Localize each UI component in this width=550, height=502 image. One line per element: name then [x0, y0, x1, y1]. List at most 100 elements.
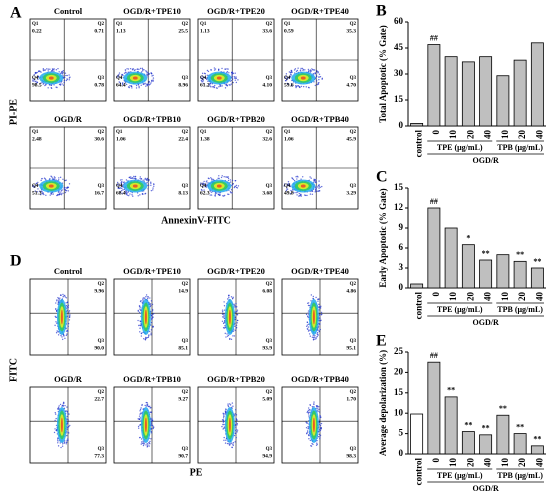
event-dot: [142, 179, 144, 181]
event-dot: [120, 189, 123, 192]
quadrant-value: 0.71: [94, 28, 104, 34]
event-dot: [66, 406, 68, 408]
event-dot: [143, 338, 145, 340]
x-tick-label: control: [414, 292, 424, 320]
bar: [479, 434, 493, 455]
x-tick-label: 10: [448, 292, 458, 302]
quadrant-value: 95.1: [346, 345, 356, 351]
event-dot: [118, 183, 120, 185]
event-dot: [221, 320, 224, 322]
event-dot: [127, 71, 129, 73]
event-dot: [129, 193, 131, 195]
event-dot: [296, 175, 298, 178]
event-dot: [318, 303, 320, 306]
event-dot: [133, 177, 135, 180]
event-dot: [202, 183, 204, 185]
event-dot: [222, 417, 225, 419]
event-dot: [116, 76, 118, 78]
event-dot: [57, 296, 59, 299]
event-dot: [295, 70, 298, 73]
y-tick-label: 15: [394, 94, 404, 104]
event-dot: [122, 181, 125, 184]
event-dot: [136, 192, 139, 194]
y-axis-label: Average depolarization (%): [378, 350, 388, 456]
event-dot: [36, 81, 39, 84]
y-tick-label: 9: [399, 222, 404, 232]
event-dot: [41, 178, 43, 180]
panel-title: OGD/R+TPB40: [291, 374, 349, 384]
event-dot: [318, 180, 320, 182]
event-dot: [307, 304, 310, 307]
event-dot: [285, 75, 287, 78]
quadrant-value: 45.9: [346, 136, 356, 142]
density-core: [48, 184, 54, 188]
quadrant-name: Q3: [98, 447, 105, 452]
event-dot: [207, 80, 209, 82]
event-dot: [124, 69, 127, 71]
significance: ##: [430, 351, 438, 360]
axis-label: FITC: [8, 358, 19, 382]
event-dot: [67, 421, 69, 424]
event-dot: [132, 195, 134, 197]
panel-title: OGD/R+TPE20: [207, 6, 265, 16]
event-dot: [236, 424, 238, 426]
event-dot: [223, 439, 225, 442]
quadrant-name: Q3: [98, 339, 105, 344]
event-dot: [300, 85, 303, 88]
event-dot: [151, 303, 154, 306]
event-dot: [137, 319, 139, 322]
event-dot: [138, 311, 141, 314]
event-dot: [307, 68, 310, 71]
event-dot: [65, 443, 67, 445]
event-dot: [319, 434, 322, 437]
event-dot: [313, 178, 315, 180]
event-dot: [236, 322, 238, 324]
event-dot: [311, 336, 314, 338]
event-dot: [63, 402, 65, 404]
event-dot: [318, 78, 320, 81]
event-dot: [228, 72, 230, 74]
event-dot: [38, 184, 40, 186]
event-dot: [121, 185, 123, 188]
event-dot: [149, 297, 151, 299]
significance: *: [466, 233, 470, 242]
event-dot: [63, 442, 65, 444]
event-dot: [138, 87, 140, 89]
event-dot: [55, 424, 58, 427]
panel-title: OGD/R+TPE10: [123, 6, 181, 16]
event-dot: [304, 194, 306, 196]
event-dot: [224, 321, 226, 324]
group-label: TPB (μg/mL): [497, 471, 543, 480]
event-dot: [226, 83, 228, 85]
event-dot: [208, 83, 211, 85]
event-dot: [309, 404, 312, 406]
event-dot: [34, 190, 37, 192]
event-dot: [147, 72, 149, 74]
quadrant-name: Q3: [266, 184, 273, 189]
event-dot: [150, 181, 152, 183]
event-dot: [59, 83, 62, 85]
quadrant-name: Q2: [266, 130, 273, 135]
event-dot: [68, 311, 70, 313]
event-dot: [317, 186, 319, 188]
event-dot: [138, 415, 141, 417]
event-dot: [232, 442, 235, 444]
event-dot: [60, 334, 62, 337]
event-dot: [146, 73, 148, 75]
event-dot: [57, 331, 59, 333]
y-tick-label: 5: [399, 428, 404, 438]
event-dot: [140, 443, 143, 445]
event-dot: [227, 404, 229, 407]
event-dot: [147, 336, 150, 339]
y-tick-label: 3: [399, 262, 404, 272]
event-dot: [138, 324, 140, 327]
event-dot: [125, 179, 128, 181]
event-dot: [217, 193, 220, 196]
event-dot: [41, 193, 44, 195]
event-dot: [233, 75, 235, 78]
event-dot: [308, 87, 310, 89]
event-dot: [32, 78, 34, 80]
event-dot: [63, 188, 66, 190]
bar: [513, 59, 527, 127]
event-dot: [152, 427, 154, 430]
